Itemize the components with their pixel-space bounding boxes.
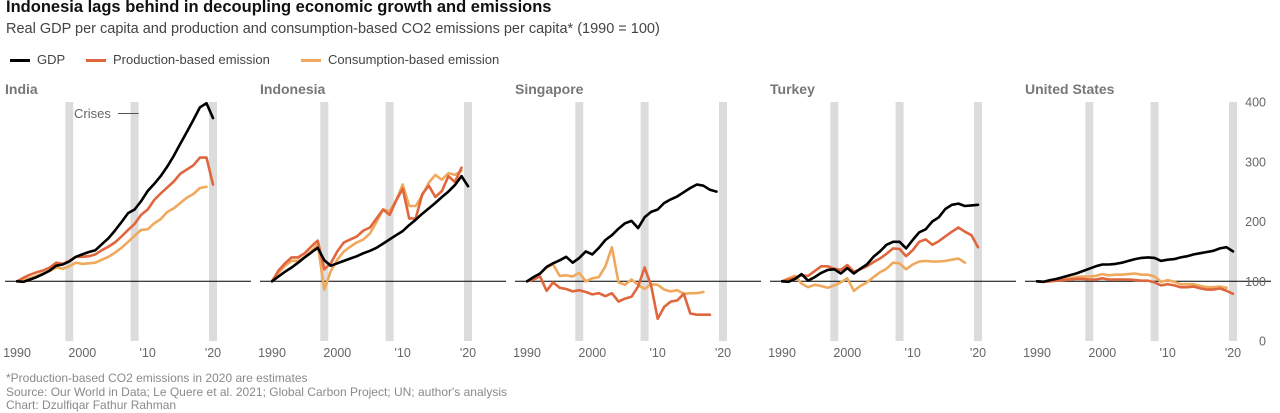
series-line-production-united-states [1035, 277, 1235, 296]
crisis-band-india-2020 [209, 102, 217, 341]
crisis-band-indonesia-2020 [464, 102, 472, 341]
x-tick-turkey-2000: 2000 [833, 346, 861, 360]
footnote: *Production-based CO2 emissions in 2020 … [6, 371, 308, 385]
series-line-production-india [15, 156, 215, 283]
legend-swatch-production [86, 59, 106, 62]
series-line-production-turkey [780, 226, 980, 283]
series-line-production-indonesia [270, 166, 463, 283]
y-tick-0: 0 [1259, 335, 1266, 349]
legend-label-production: Production-based emission [113, 52, 270, 67]
panel-title-singapore: Singapore [515, 81, 584, 97]
crisis-band-turkey-2008 [895, 102, 904, 341]
crisis-band-india-2008 [130, 102, 139, 341]
panel-title-indonesia: Indonesia [260, 81, 326, 97]
y-tick-100: 100 [1245, 275, 1266, 289]
series-line-gdp-united-states [1035, 245, 1235, 284]
x-tick-turkey-2010: '10 [905, 346, 921, 360]
crisis-band-indonesia-1998 [320, 102, 329, 341]
x-tick-india-2020: '20 [205, 346, 221, 360]
chart-notes: *Production-based CO2 emissions in 2020 … [6, 371, 507, 413]
credit-note: Chart: Dzulfiqar Fathur Rahman [6, 398, 177, 412]
y-tick-300: 300 [1245, 155, 1266, 169]
x-tick-indonesia-2000: 2000 [323, 346, 351, 360]
x-tick-indonesia-1990: 1990 [258, 346, 286, 360]
x-tick-united-states-2000: 2000 [1088, 346, 1116, 360]
x-tick-india-2010: '10 [140, 346, 156, 360]
crisis-band-united-states-2008 [1150, 102, 1159, 341]
series-line-consumption-turkey [780, 257, 967, 293]
x-tick-singapore-2010: '10 [650, 346, 666, 360]
series-line-gdp-turkey [780, 202, 980, 284]
crisis-band-united-states-2020 [1229, 102, 1237, 341]
y-tick-200: 200 [1245, 215, 1266, 229]
x-tick-indonesia-2020: '20 [460, 346, 476, 360]
crises-annotation: Crises [74, 106, 111, 121]
x-tick-united-states-1990: 1990 [1023, 346, 1051, 360]
crisis-band-turkey-1998 [830, 102, 839, 341]
legend-label-gdp: GDP [37, 52, 66, 67]
x-tick-singapore-1990: 1990 [513, 346, 541, 360]
panel-title-turkey: Turkey [770, 81, 815, 97]
crisis-band-singapore-2008 [640, 102, 649, 341]
series-line-production-singapore [525, 266, 712, 321]
x-tick-singapore-2020: '20 [715, 346, 731, 360]
x-tick-united-states-2010: '10 [1160, 346, 1176, 360]
legend-label-consumption: Consumption-based emission [328, 52, 500, 67]
crisis-band-singapore-2020 [719, 102, 727, 341]
x-tick-turkey-1990: 1990 [768, 346, 796, 360]
crisis-band-turkey-2020 [974, 102, 982, 341]
series-line-consumption-singapore [525, 245, 705, 296]
legend-swatch-consumption [301, 59, 321, 62]
x-tick-indonesia-2010: '10 [395, 346, 411, 360]
panel-title-united-states: United States [1025, 81, 1115, 97]
panel-title-india: India [5, 81, 38, 97]
chart-subtitle: Real GDP per capita and production and c… [6, 21, 660, 37]
crisis-band-india-1998 [65, 102, 74, 341]
legend-swatch-gdp [10, 59, 30, 62]
x-tick-india-2000: 2000 [68, 346, 96, 360]
crisis-band-singapore-1998 [575, 102, 584, 341]
crisis-band-united-states-1998 [1085, 102, 1094, 341]
x-tick-united-states-2020: '20 [1225, 346, 1241, 360]
x-tick-india-1990: 1990 [3, 346, 31, 360]
chart-title: Indonesia lags behind in decoupling econ… [6, 0, 552, 16]
crisis-band-indonesia-2008 [385, 102, 394, 341]
x-tick-turkey-2020: '20 [970, 346, 986, 360]
source-note: Source: Our World in Data; Le Quere et a… [6, 384, 507, 399]
series-line-gdp-indonesia [270, 174, 470, 283]
series-line-gdp-singapore [525, 183, 718, 283]
y-tick-400: 400 [1245, 96, 1266, 110]
series-line-gdp-india [15, 101, 215, 284]
x-tick-singapore-2000: 2000 [578, 346, 606, 360]
